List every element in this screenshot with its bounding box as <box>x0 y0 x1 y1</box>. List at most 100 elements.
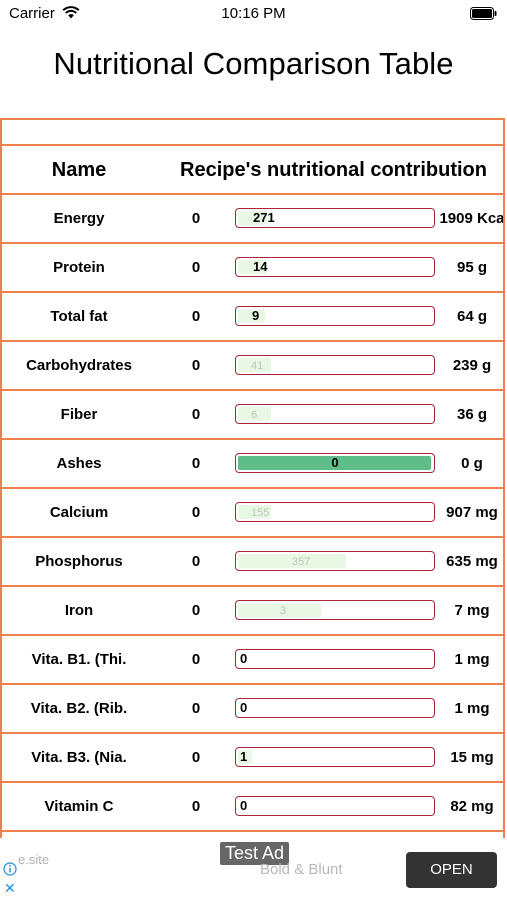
current-value: 0 <box>191 259 201 276</box>
progress-value: 41 <box>251 360 264 372</box>
progress-value: 0 <box>240 700 248 715</box>
table-row: Vita. B1. (Thi. 0 0 1 mg <box>2 636 503 685</box>
nutrient-name: Calcium <box>49 504 109 521</box>
current-value: 0 <box>191 651 201 668</box>
progress-value: 271 <box>253 210 275 225</box>
max-value: 15 mg <box>450 749 494 766</box>
max-value: 7 mg <box>454 602 490 619</box>
max-value: 0 g <box>461 455 483 472</box>
nutrient-name: Carbohydrates <box>26 357 132 374</box>
progress-fill <box>238 407 271 421</box>
progress-value: 1 <box>240 749 248 764</box>
progress-fill <box>238 505 271 519</box>
carrier-label: Carrier <box>9 5 55 22</box>
nutrient-name: Iron <box>64 602 94 619</box>
max-value: 239 g <box>452 357 492 374</box>
ad-close-icon[interactable]: ✕ <box>4 880 16 896</box>
max-value: 907 mg <box>446 504 498 521</box>
nutrient-name: Total fat <box>50 308 108 325</box>
progress-bar: 357 <box>235 551 435 571</box>
current-value: 0 <box>191 308 201 325</box>
progress-value: 0 <box>331 455 339 470</box>
progress-value: 9 <box>252 308 260 323</box>
table-row: Energy 0 271 1909 Kca <box>2 195 503 244</box>
progress-fill <box>238 603 321 617</box>
battery-icon <box>470 7 497 25</box>
max-value: 1909 Kca <box>439 210 505 227</box>
progress-fill <box>238 260 267 274</box>
max-value: 64 g <box>456 308 487 325</box>
table-row: Iron 0 3 7 mg <box>2 587 503 636</box>
max-value: 635 mg <box>446 553 498 570</box>
ad-info-icon[interactable] <box>3 862 17 881</box>
progress-bar: 0 <box>235 453 435 473</box>
nutrient-name: Protein <box>53 259 105 276</box>
table-row: Fiber 0 6 36 g <box>2 391 503 440</box>
progress-bar: 271 <box>235 208 435 228</box>
nutrient-name: Fiber <box>60 406 98 423</box>
progress-bar: 0 <box>235 698 435 718</box>
table-row: Protein 0 14 95 g <box>2 244 503 293</box>
ad-site: e.site <box>18 852 50 867</box>
max-value: 36 g <box>456 406 487 423</box>
current-value: 0 <box>191 798 201 815</box>
progress-fill <box>238 456 431 470</box>
current-value: 0 <box>191 700 201 717</box>
progress-bar: 1 <box>235 747 435 767</box>
table-header: Name Recipe's nutritional contribution <box>2 146 503 195</box>
progress-value: 14 <box>253 259 268 274</box>
ad-brand: Bold & Blunt <box>260 861 343 878</box>
table-row: Ashes 0 0 0 g <box>2 440 503 489</box>
wifi-icon <box>62 6 80 24</box>
max-value: 95 g <box>456 259 487 276</box>
current-value: 0 <box>191 406 201 423</box>
progress-value: 357 <box>292 556 311 568</box>
progress-fill <box>238 750 252 764</box>
nutrient-name: Phosphorus <box>35 553 123 570</box>
table-row: Vitamin C 0 0 82 mg <box>2 783 503 832</box>
progress-bar: 0 <box>235 796 435 816</box>
table-row: Total fat 0 9 64 g <box>2 293 503 342</box>
max-value: 1 mg <box>454 700 490 717</box>
progress-bar: 9 <box>235 306 435 326</box>
current-value: 0 <box>191 749 201 766</box>
current-value: 0 <box>191 602 201 619</box>
progress-value: 0 <box>240 651 248 666</box>
progress-bar: 14 <box>235 257 435 277</box>
progress-value: 155 <box>251 507 270 519</box>
progress-bar: 155 <box>235 502 435 522</box>
current-value: 0 <box>191 553 201 570</box>
comparison-table[interactable]: Name Recipe's nutritional contribution E… <box>0 118 505 850</box>
header-name: Name <box>51 159 107 181</box>
table-row: Carbohydrates 0 41 239 g <box>2 342 503 391</box>
ad-banner[interactable]: ✕ e.site Test Ad Bold & Blunt OPEN <box>0 838 507 900</box>
current-value: 0 <box>191 504 201 521</box>
status-time: 10:16 PM <box>221 5 286 22</box>
progress-value: 3 <box>280 605 287 617</box>
table-row: Vita. B2. (Rib. 0 0 1 mg <box>2 685 503 734</box>
nutrient-name: Vita. B2. (Rib. <box>30 700 128 717</box>
max-value: 82 mg <box>450 798 494 815</box>
progress-value: 0 <box>240 798 248 813</box>
nutrient-name: Ashes <box>56 455 102 472</box>
progress-bar: 6 <box>235 404 435 424</box>
progress-bar: 0 <box>235 649 435 669</box>
ad-label: Test Ad <box>220 842 290 865</box>
progress-fill <box>238 358 271 372</box>
current-value: 0 <box>191 357 201 374</box>
progress-fill <box>238 211 267 225</box>
progress-bar: 3 <box>235 600 435 620</box>
current-value: 0 <box>191 455 201 472</box>
ad-open-button[interactable]: OPEN <box>406 852 497 888</box>
progress-fill <box>238 554 346 568</box>
current-value: 0 <box>191 210 201 227</box>
max-value: 1 mg <box>454 651 490 668</box>
page-title: Nutritional Comparison Table <box>53 46 454 81</box>
nutrient-name: Vita. B1. (Thi. <box>31 651 127 668</box>
table-row: Calcium 0 155 907 mg <box>2 489 503 538</box>
progress-bar: 41 <box>235 355 435 375</box>
nutrient-name: Energy <box>53 210 105 227</box>
status-bar: Carrier 10:16 PM <box>0 0 507 30</box>
nutrient-name: Vitamin C <box>44 798 114 815</box>
table-top-spacer <box>2 120 503 146</box>
